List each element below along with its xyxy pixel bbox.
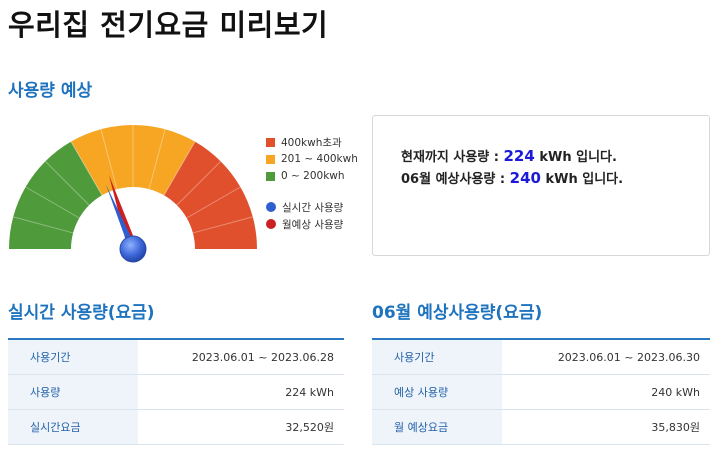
- realtime-fee-label: 실시간요금: [8, 409, 138, 445]
- usage-period-label: 사용기간: [8, 339, 138, 375]
- monthly-fee-value: 35,830원: [502, 409, 710, 445]
- legend-swatch: [266, 154, 275, 164]
- monthly-needle: [108, 174, 138, 251]
- monthly-forecast-unit: kWh 입니다.: [540, 172, 624, 187]
- legend-item-monthly: 월예상 사용량: [266, 216, 358, 232]
- table-row: 예상 사용량 240 kWh: [372, 374, 710, 410]
- gauge-band-high: [164, 141, 257, 249]
- monthly-fee-label: 월 예상요금: [372, 409, 502, 445]
- gauge-band-mid: [71, 125, 195, 196]
- table-row: 사용량 224 kWh: [8, 374, 344, 410]
- gauge-tick: [192, 216, 253, 234]
- gauge-legend: 400kwh초과 201 ~ 400kwh 0 ~ 200kwh 실시간 사용량…: [266, 134, 358, 233]
- legend-dot: [266, 202, 276, 212]
- realtime-needle: [105, 184, 137, 251]
- usage-period-label: 사용기간: [372, 339, 502, 375]
- table-row: 사용기간 2023.06.01 ~ 2023.06.28: [8, 339, 344, 375]
- gauge-chart: [9, 125, 257, 263]
- gauge-tick: [100, 129, 118, 190]
- usage-gauge: 400kwh초과 201 ~ 400kwh 0 ~ 200kwh 실시간 사용량…: [0, 112, 365, 272]
- gauge-tick: [148, 129, 166, 190]
- legend-swatch: [266, 171, 275, 181]
- monthly-forecast-value: 240: [509, 169, 541, 187]
- legend-item-201-400: 201 ~ 400kwh: [266, 151, 358, 167]
- forecast-usage-label: 예상 사용량: [372, 374, 502, 410]
- forecast-usage-value: 240 kWh: [502, 374, 710, 410]
- usage-amount-label: 사용량: [8, 374, 138, 410]
- monthly-forecast-label: 06월 예상사용량 :: [401, 172, 510, 187]
- gauge-hub: [119, 235, 147, 263]
- realtime-usage-title: 실시간 사용량(요금): [8, 303, 155, 323]
- gauge-tick: [163, 141, 196, 196]
- current-usage-value: 224: [503, 147, 535, 165]
- gauge-tick: [44, 160, 90, 206]
- legend-label: 0 ~ 200kwh: [281, 170, 345, 182]
- monthly-forecast-line: 06월 예상사용량 : 240 kWh 입니다.: [401, 168, 623, 187]
- table-row: 사용기간 2023.06.01 ~ 2023.06.30: [372, 339, 710, 375]
- gauge-tick: [186, 186, 241, 219]
- gauge-bands: [9, 125, 257, 249]
- legend-label: 201 ~ 400kwh: [281, 153, 358, 165]
- monthly-forecast-table: 사용기간 2023.06.01 ~ 2023.06.30 예상 사용량 240 …: [372, 338, 710, 445]
- legend-swatch: [266, 137, 275, 147]
- table-row: 실시간요금 32,520원: [8, 409, 344, 445]
- gauge-tick: [176, 160, 222, 206]
- gauge-tick: [70, 141, 103, 196]
- usage-summary-box: 현재까지 사용량 : 224 kWh 입니다. 06월 예상사용량 : 240 …: [372, 115, 710, 256]
- legend-dot: [266, 219, 276, 229]
- legend-label: 400kwh초과: [281, 136, 342, 149]
- usage-period-value: 2023.06.01 ~ 2023.06.30: [502, 339, 710, 375]
- gauge-tick: [25, 186, 80, 219]
- realtime-fee-value: 32,520원: [138, 409, 344, 445]
- legend-label: 실시간 사용량: [282, 201, 344, 214]
- legend-label: 월예상 사용량: [282, 218, 344, 231]
- realtime-usage-table: 사용기간 2023.06.01 ~ 2023.06.28 사용량 224 kWh…: [8, 338, 344, 445]
- usage-amount-value: 224 kWh: [138, 374, 344, 410]
- legend-item-over-400: 400kwh초과: [266, 134, 358, 150]
- current-usage-line: 현재까지 사용량 : 224 kWh 입니다.: [401, 146, 617, 165]
- usage-forecast-title: 사용량 예상: [8, 81, 93, 101]
- page-title: 우리집 전기요금 미리보기: [8, 8, 329, 42]
- current-usage-unit: kWh 입니다.: [534, 150, 617, 165]
- table-row: 월 예상요금 35,830원: [372, 409, 710, 445]
- gauge-tick: [13, 216, 74, 234]
- legend-item-0-200: 0 ~ 200kwh: [266, 168, 358, 184]
- gauge-band-low: [9, 141, 102, 249]
- legend-item-realtime: 실시간 사용량: [266, 199, 358, 215]
- current-usage-label: 현재까지 사용량 :: [401, 150, 504, 165]
- gauge-needles: [105, 174, 138, 251]
- monthly-forecast-title: 06월 예상사용량(요금): [372, 303, 543, 323]
- usage-period-value: 2023.06.01 ~ 2023.06.28: [138, 339, 344, 375]
